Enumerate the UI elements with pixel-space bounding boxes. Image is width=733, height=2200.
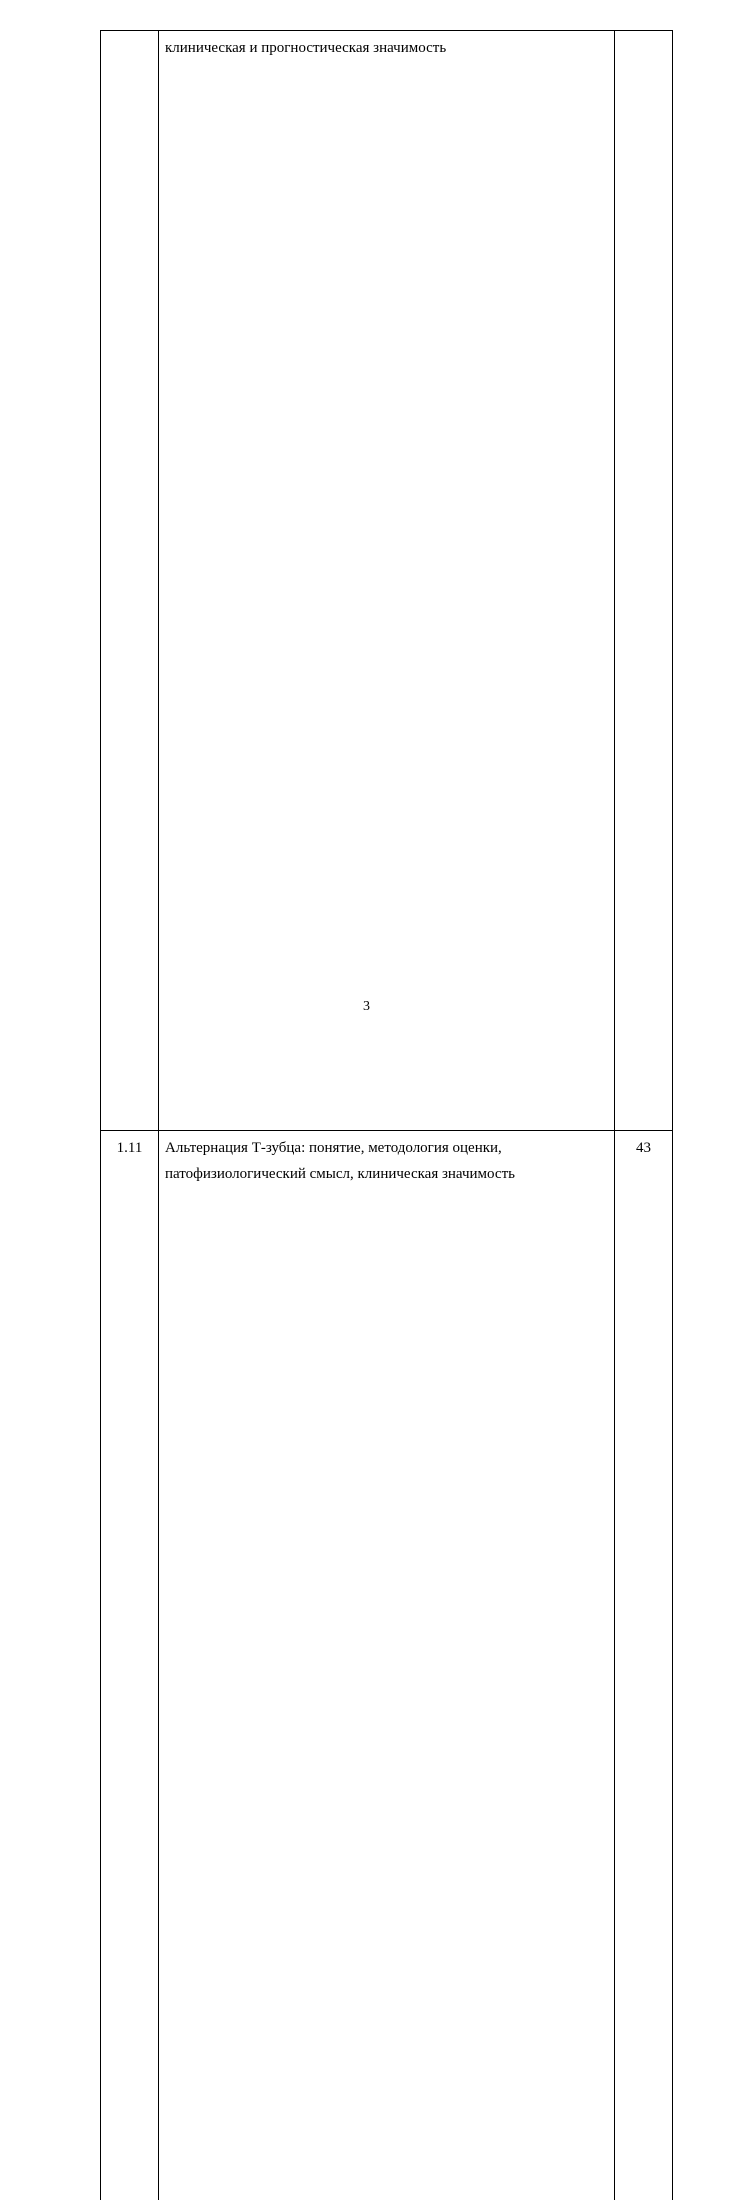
row-page: 43 [615, 1131, 673, 2200]
toc-tbody: клиническая и прогностическая значимость… [101, 31, 673, 2200]
page: клиническая и прогностическая значимость… [0, 0, 733, 1100]
row-desc: Альтернация Т-зубца: понятие, методологи… [159, 1131, 615, 2200]
row-desc: клиническая и прогностическая значимость [159, 31, 615, 1131]
table-row: 1.11 Альтернация Т-зубца: понятие, метод… [101, 1131, 673, 2200]
row-page [615, 31, 673, 1131]
toc-table: клиническая и прогностическая значимость… [100, 30, 673, 2200]
row-num: 1.11 [101, 1131, 159, 2200]
table-row: клиническая и прогностическая значимость [101, 31, 673, 1131]
page-number: 3 [0, 999, 733, 1015]
row-num [101, 31, 159, 1131]
